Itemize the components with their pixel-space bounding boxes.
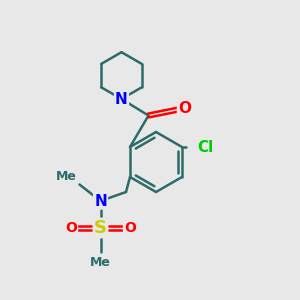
Text: N: N: [94, 194, 107, 208]
Text: O: O: [65, 221, 77, 235]
Text: O: O: [178, 100, 191, 116]
Text: Me: Me: [90, 256, 111, 269]
Text: S: S: [94, 219, 107, 237]
Text: O: O: [124, 221, 136, 235]
Text: Cl: Cl: [197, 140, 214, 154]
Text: Me: Me: [56, 170, 76, 183]
Text: N: N: [115, 92, 128, 106]
